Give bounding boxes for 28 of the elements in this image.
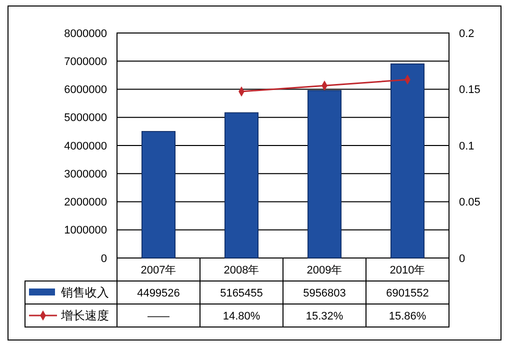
y2-tick-label: 0.1 <box>459 140 474 152</box>
y-tick-label: 3000000 <box>64 168 107 180</box>
y-tick-label: 0 <box>100 252 107 265</box>
data-label: 4499526 <box>137 287 180 300</box>
y2-tick-label: 0.05 <box>459 196 480 209</box>
y-tick-label: 6000000 <box>64 84 107 96</box>
data-label: 15.32% <box>306 310 344 322</box>
y-tick-label: 8000000 <box>64 28 107 40</box>
y-tick-label: 4000000 <box>64 140 107 152</box>
data-label: 14.80% <box>222 310 260 322</box>
data-label: 5165455 <box>220 287 263 300</box>
y-tick-label: 1000000 <box>64 224 107 237</box>
y2-tick-label: 0.2 <box>459 28 474 40</box>
x-tick-label: 2008年 <box>224 264 260 276</box>
x-tick-label: 2009年 <box>306 264 342 276</box>
text: —— <box>148 310 170 322</box>
data-label: 6901552 <box>386 287 429 300</box>
y2-tick-label: 0 <box>459 252 466 265</box>
y-tick-label: 7000000 <box>64 56 107 68</box>
legend-label: 增长速度 <box>60 308 109 323</box>
y-tick-label: 2000000 <box>64 196 107 209</box>
data-label: 15.86% <box>388 310 426 322</box>
y-tick-label: 5000000 <box>64 112 107 124</box>
x-tick-label: 2007年 <box>140 264 176 276</box>
data-label: 5956803 <box>303 287 346 300</box>
legend-label: 销售收入 <box>60 286 109 300</box>
y2-tick-label: 0.15 <box>459 84 480 96</box>
x-tick-label: 2010年 <box>390 264 426 276</box>
